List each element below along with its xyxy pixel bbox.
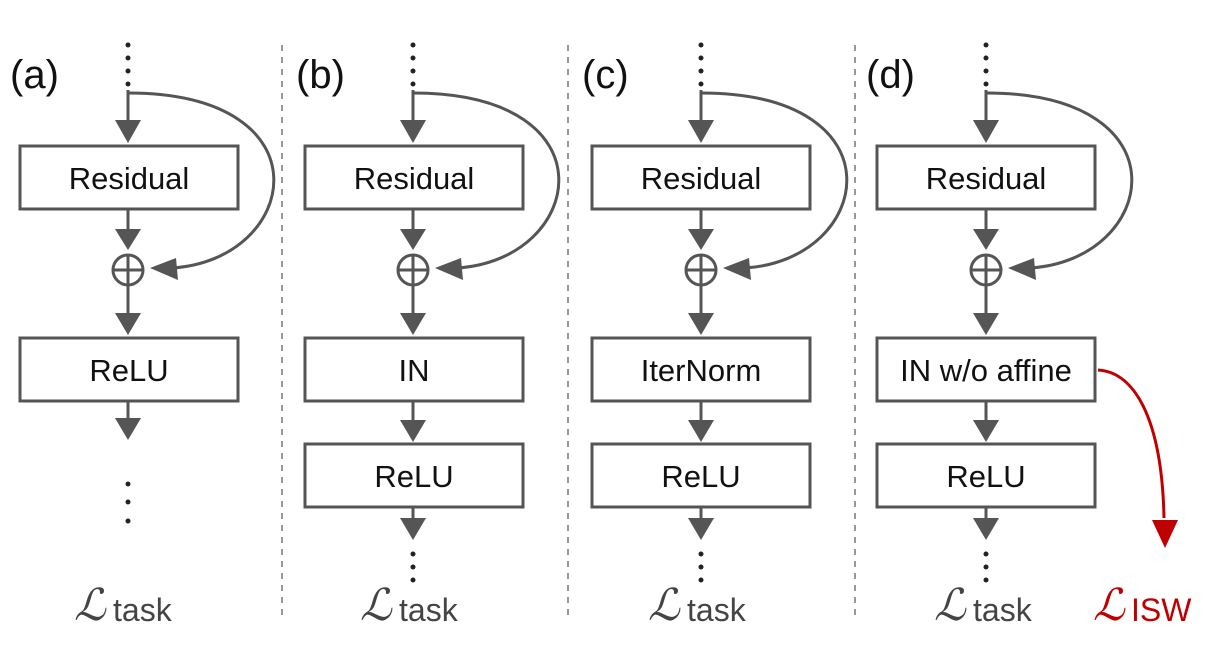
isw-loss-subscript: ISW xyxy=(1131,592,1192,628)
residual-label: Residual xyxy=(354,161,475,196)
panel-b-label: (b) xyxy=(296,53,345,97)
loss-symbol: ℒ xyxy=(934,580,967,631)
panel-b: (b) Residual IN ReLU ℒ task xyxy=(296,42,561,631)
panel-c: (c) Residual IterNorm ReLU ℒ task xyxy=(582,42,849,631)
loss-subscript: task xyxy=(399,592,459,628)
in-without-affine-label: IN w/o affine xyxy=(900,353,1072,388)
loss-symbol: ℒ xyxy=(360,580,393,631)
iternorm-box xyxy=(590,336,812,403)
relu-label: ReLU xyxy=(661,459,740,494)
isw-loss-symbol: ℒ xyxy=(1093,580,1126,631)
iternorm-label: IterNorm xyxy=(641,353,762,388)
relu-box xyxy=(590,442,812,509)
residual-label: Residual xyxy=(69,161,190,196)
panel-c-label: (c) xyxy=(582,53,629,97)
residual-label: Residual xyxy=(641,161,762,196)
isw-arrow xyxy=(1097,368,1166,519)
in-without-affine-box xyxy=(875,336,1097,403)
relu-label: ReLU xyxy=(946,459,1025,494)
loss-subscript: task xyxy=(973,592,1033,628)
panel-d-label: (d) xyxy=(866,53,915,97)
panel-d: (d) Residual IN w/o affine ReLU ℒ task xyxy=(866,42,1192,631)
relu-box xyxy=(303,442,525,509)
panel-a-label: (a) xyxy=(10,53,59,97)
in-label: IN xyxy=(399,353,430,388)
residual-box xyxy=(875,144,1097,211)
loss-symbol: ℒ xyxy=(74,580,107,631)
relu-label: ReLU xyxy=(374,459,453,494)
loss-subscript: task xyxy=(113,592,173,628)
panel-a: (a) Residual ReLU ℒ task xyxy=(10,42,276,631)
in-box xyxy=(303,336,525,403)
relu-box xyxy=(875,442,1097,509)
relu-label: ReLU xyxy=(89,353,168,388)
loss-subscript: task xyxy=(687,592,747,628)
loss-symbol: ℒ xyxy=(648,580,681,631)
residual-label: Residual xyxy=(926,161,1047,196)
